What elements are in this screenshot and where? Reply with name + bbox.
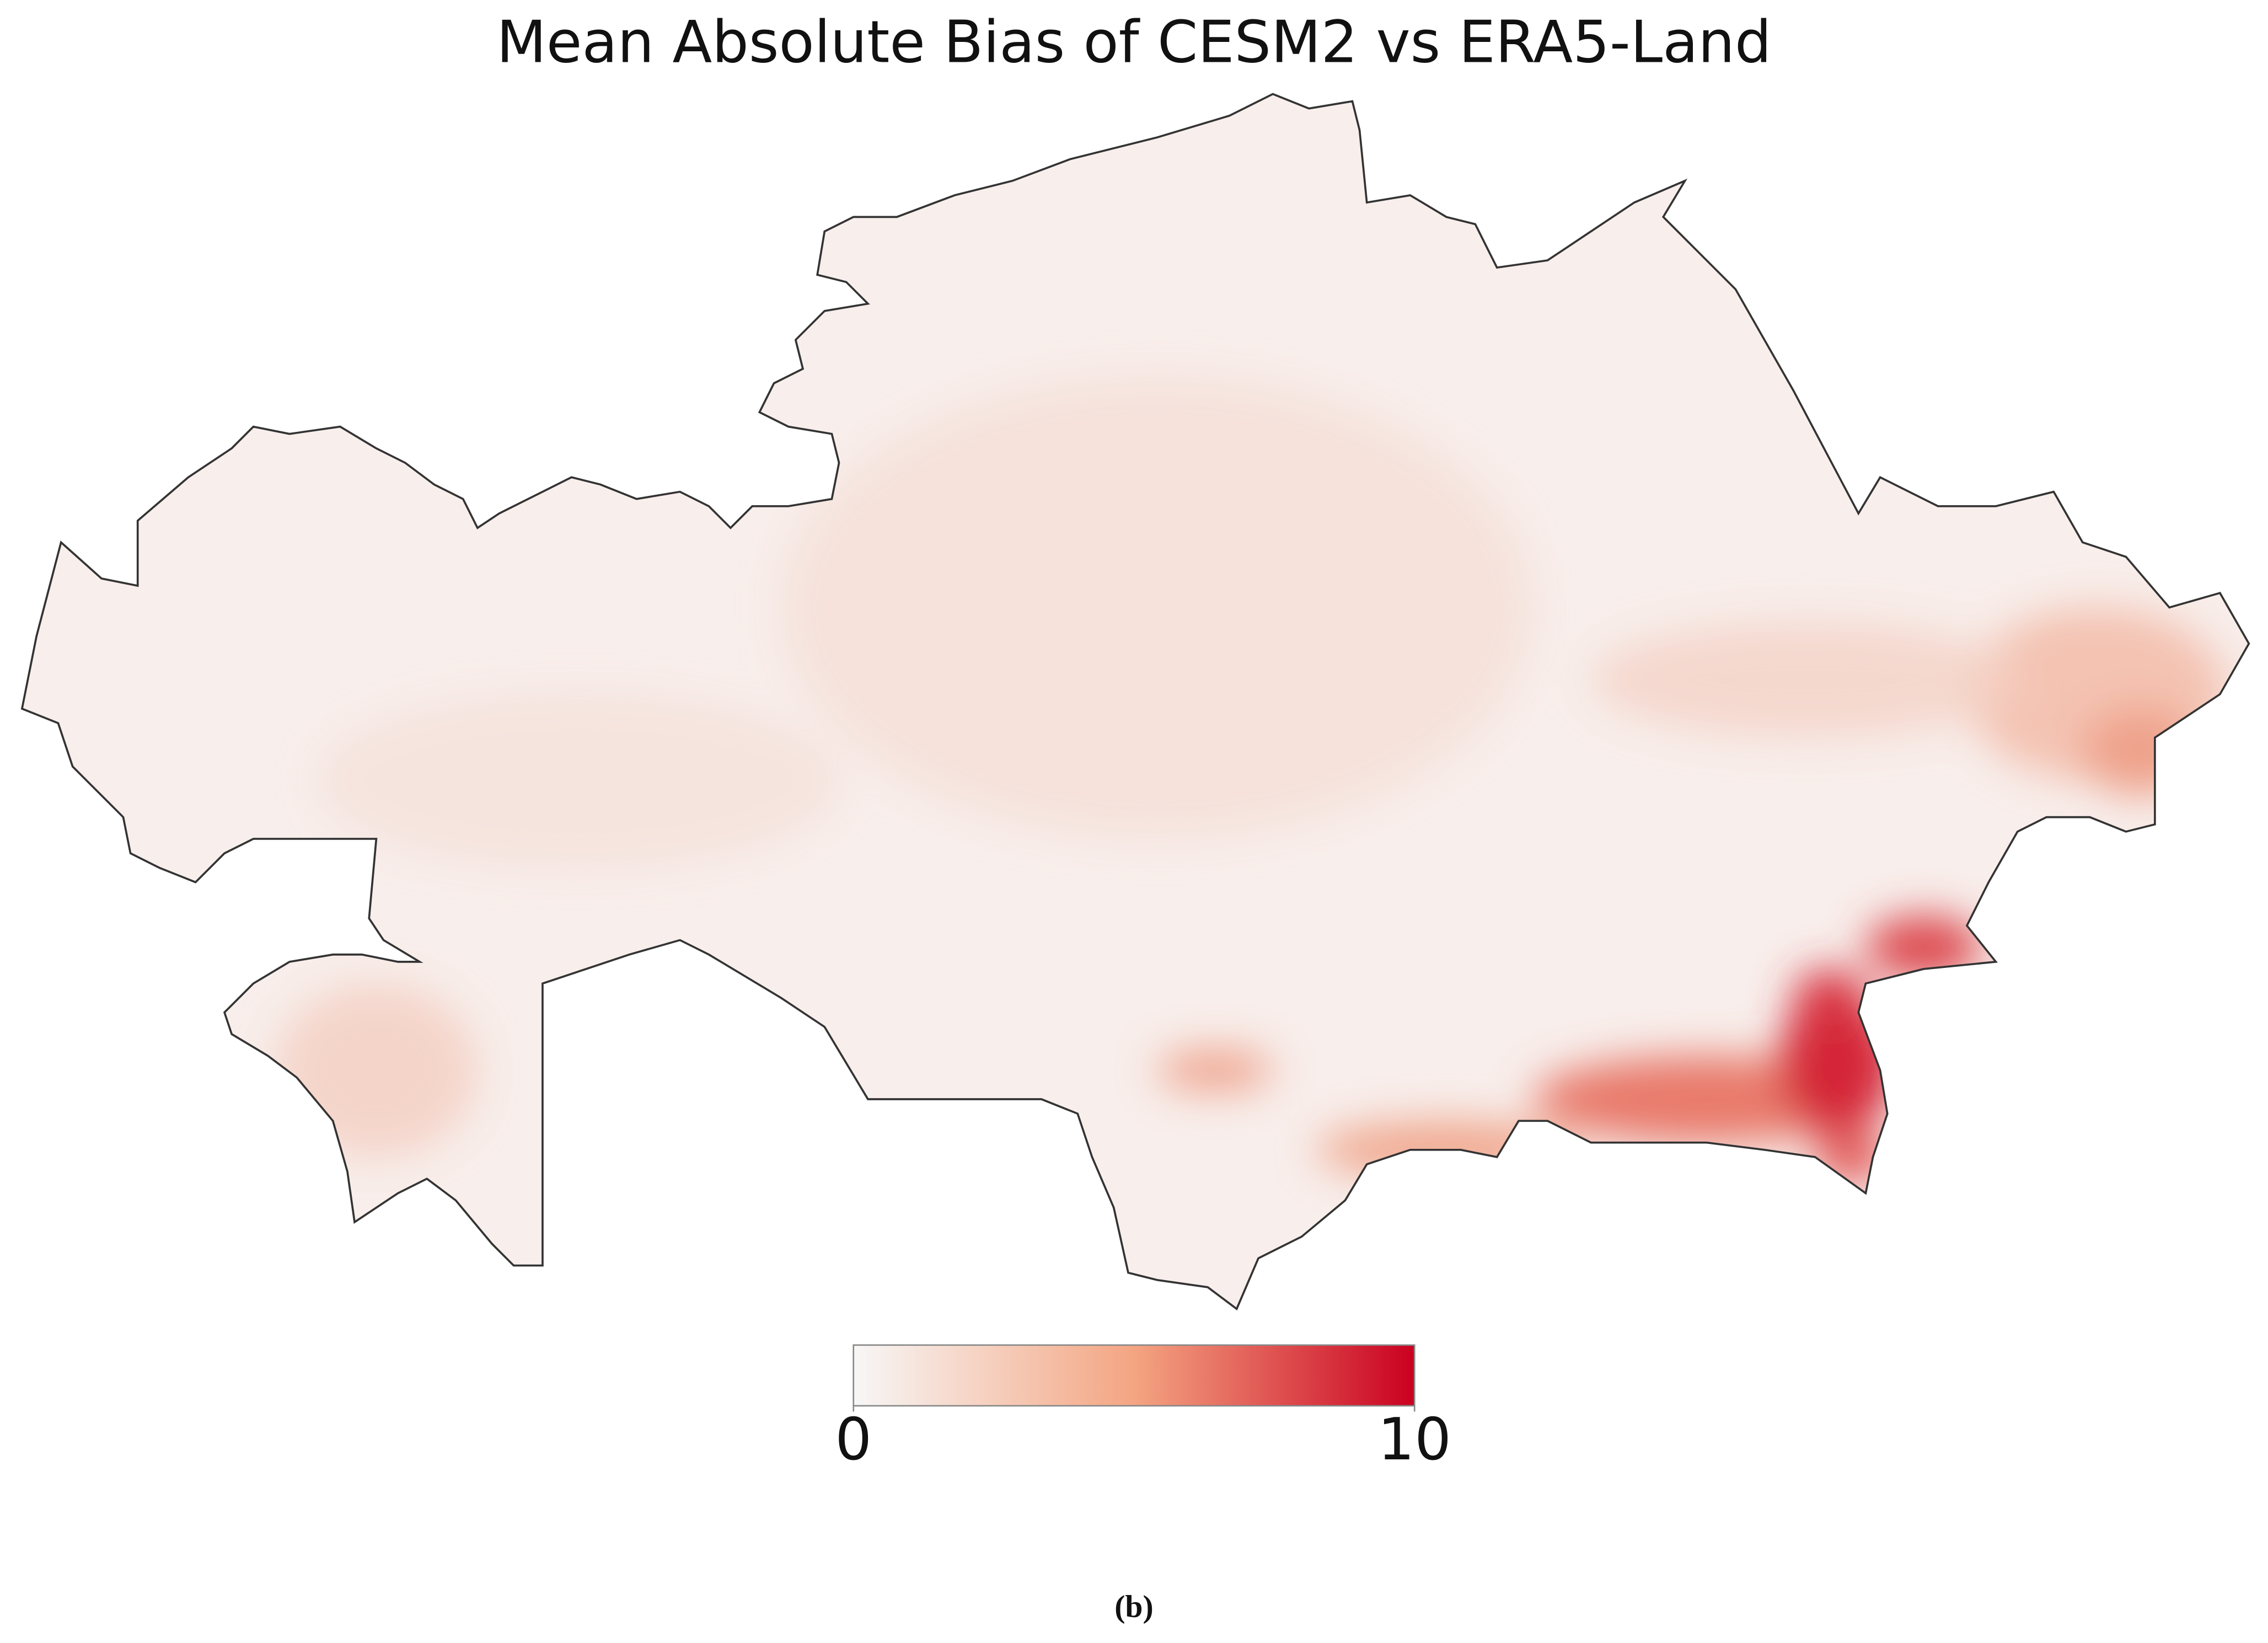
colorbar-tick-label: 10 [1378, 1406, 1451, 1473]
bias-map [22, 94, 2249, 1309]
colorbar-tick-label: 0 [835, 1406, 872, 1473]
bias-hotspots [275, 376, 2228, 1184]
figure-caption: (b) [1114, 1590, 1154, 1624]
colorbar [852, 1344, 1416, 1407]
map-title: Mean Absolute Bias of CESM2 vs ERA5-Land [496, 9, 1771, 76]
